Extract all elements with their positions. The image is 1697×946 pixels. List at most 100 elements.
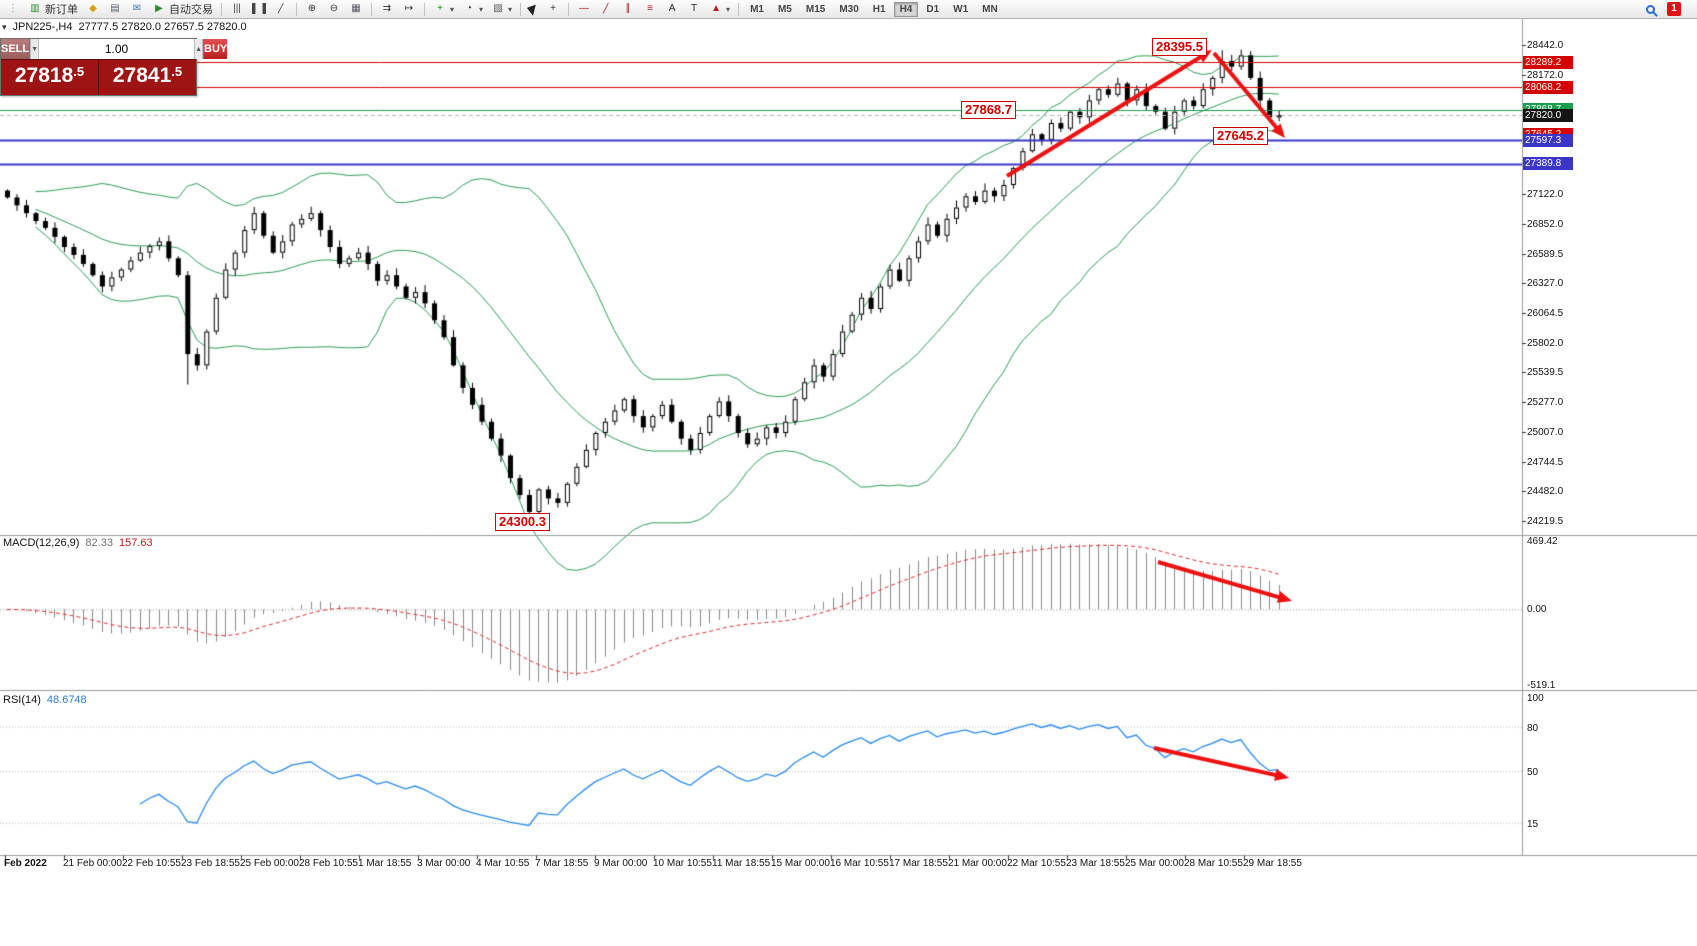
candlestick-chart-button[interactable]: ▌▐	[248, 1, 270, 18]
zoom-in-button[interactable]: ⊕	[301, 1, 323, 18]
toolbar-groups: ⋮ ▥ 新订单 ◆ ▤ ✉ ▶ 自动交易 ||| ▌▐ ╱ ⊕ ⊖ ▦ ⇉ ↦ + ▾ ◔ ▾ ▧ ▾ + — ╱ ∥ ≡ A T ▲ ▾	[2, 0, 734, 18]
cursor-button[interactable]	[525, 1, 542, 18]
toolbar: ⋮ ▥ 新订单 ◆ ▤ ✉ ▶ 自动交易 ||| ▌▐ ╱ ⊕ ⊖ ▦ ⇉ ↦ + ▾ ◔ ▾ ▧ ▾ + — ╱ ∥ ≡ A T ▲ ▾ …	[0, 0, 1697, 19]
search-icon	[1646, 4, 1655, 14]
toolbar-handle: ⋮	[2, 1, 24, 18]
clock-icon: ◔	[465, 3, 473, 14]
line-chart-button[interactable]: ╱	[270, 1, 292, 18]
sell-price[interactable]: 27818 .5	[1, 60, 99, 95]
trade-panel-prices: 27818 .5 27841 .5	[1, 60, 196, 95]
notification-badge[interactable]: 1	[1667, 2, 1681, 16]
crosshair-button[interactable]: +	[542, 1, 564, 18]
line-chart-icon: ╱	[277, 3, 285, 14]
mailbox-button[interactable]: ✉	[126, 1, 148, 18]
toolbar-group: ⊕ ⊖ ▦	[301, 0, 367, 18]
sell-button[interactable]: SELL	[1, 39, 31, 59]
chart-shift-icon: ↦	[404, 3, 414, 14]
toolbar-separator	[371, 2, 372, 16]
timeframe-h1[interactable]: H1	[872, 3, 886, 15]
timeframe-d1[interactable]: D1	[926, 3, 940, 15]
macd-signal-value: 157.63	[118, 537, 153, 549]
print-button[interactable]: ▤	[104, 1, 126, 18]
channel-button[interactable]: ∥	[617, 1, 639, 18]
sell-price-frac: .5	[73, 64, 85, 79]
timeframe-w1[interactable]: W1	[953, 3, 969, 15]
volume-increase-button[interactable]: ▲	[194, 39, 203, 59]
periods-button[interactable]: ◔ ▾	[458, 1, 487, 18]
chevron-down-icon: ▾	[726, 4, 731, 14]
timeframe-mn[interactable]: MN	[982, 3, 998, 15]
horizontal-line-button[interactable]: —	[573, 1, 595, 18]
trade-panel-controls: SELL ▼ ▲ BUY	[1, 39, 228, 60]
timeframe-m1[interactable]: M1	[750, 3, 764, 15]
toolbar-separator	[568, 2, 570, 16]
search-button[interactable]	[1642, 1, 1659, 18]
toolbar-separator	[424, 2, 425, 16]
timeframe-m5[interactable]: M5	[777, 3, 792, 15]
zoom-out-button[interactable]: ⊖	[323, 1, 345, 18]
fibonacci-icon: ≡	[647, 3, 653, 14]
autotrading-button[interactable]: ▶ 自动交易	[148, 1, 217, 18]
auto-scroll-icon: ⇉	[382, 3, 392, 14]
toolbar-group: + ▾ ◔ ▾ ▧ ▾	[429, 0, 516, 18]
toolbar-separator	[738, 2, 740, 16]
trendline-button[interactable]: ╱	[595, 1, 617, 18]
indicators-button[interactable]: + ▾	[429, 1, 458, 18]
rsi-name: RSI(14)	[3, 694, 41, 706]
new-order-button-label: 新订单	[45, 4, 78, 16]
timeframe-m15[interactable]: M15	[805, 3, 826, 15]
drag-handle-icon: ⋮	[8, 3, 18, 14]
cursor-icon	[526, 2, 541, 16]
rsi-label: RSI(14) 48.6748	[3, 694, 87, 706]
macd-value: 82.33	[85, 537, 113, 549]
volume-decrease-button[interactable]: ▼	[30, 39, 40, 59]
text-button[interactable]: A	[661, 1, 683, 18]
label-button[interactable]: T	[683, 1, 705, 18]
toolbar-separator	[296, 2, 297, 16]
zoom-in-icon: ⊕	[307, 3, 317, 14]
chart-shift-button[interactable]: ↦	[398, 1, 420, 18]
volume-input[interactable]	[39, 39, 195, 59]
shapes-button[interactable]: ▲ ▾	[705, 1, 734, 18]
bar-chart-icon: |||	[233, 3, 241, 14]
sell-price-main: 27818	[14, 64, 74, 87]
chevron-down-icon: ▾	[479, 4, 484, 14]
timeframe-h4[interactable]: H4	[893, 1, 919, 17]
crosshair-icon: +	[550, 3, 556, 14]
fibonacci-button[interactable]: ≡	[639, 1, 661, 18]
macd-label: MACD(12,26,9) 82.33 157.63	[3, 537, 153, 549]
toolbar-group: ||| ▌▐ ╱	[226, 0, 292, 18]
toolbar-separator	[520, 2, 522, 16]
buy-price[interactable]: 27841 .5	[99, 60, 196, 95]
toolbar-group: ⋮ ▥ 新订单 ◆ ▤ ✉ ▶ 自动交易	[2, 0, 217, 18]
new-order-button[interactable]: ▥ 新订单	[24, 1, 82, 18]
toolbar-group: +	[525, 0, 564, 18]
toolbar-group: ⇉ ↦	[376, 0, 420, 18]
templates-button[interactable]: ▧ ▾	[487, 1, 516, 18]
auto-scroll-button[interactable]: ⇉	[376, 1, 398, 18]
template-icon: ▧	[493, 3, 503, 14]
chevron-down-icon[interactable]: ▾	[2, 21, 7, 32]
tile-windows-button[interactable]: ▦	[345, 1, 367, 18]
shapes-icon: ▲	[711, 3, 721, 14]
chevron-down-icon: ▾	[508, 4, 513, 14]
label-icon: T	[690, 3, 698, 14]
symbol-period-label: JPN225-,H4	[12, 21, 73, 33]
play-icon: ▶	[155, 3, 163, 14]
autotrading-button-label: 自动交易	[169, 4, 213, 16]
new-order-icon: ▥	[30, 3, 40, 14]
toolbar-separator	[221, 2, 222, 16]
add-indicator-icon: +	[437, 3, 443, 14]
zoom-out-icon: ⊖	[329, 3, 339, 14]
toolbar-right: 1	[1642, 1, 1681, 18]
buy-button[interactable]: BUY	[203, 39, 228, 59]
timeframe-m30[interactable]: M30	[839, 3, 859, 15]
trendline-icon: ╱	[603, 3, 610, 14]
bar-chart-button[interactable]: |||	[226, 1, 248, 18]
print-icon: ▤	[110, 3, 120, 14]
horizontal-line-icon: —	[579, 3, 590, 14]
metaeditor-button[interactable]: ◆	[82, 1, 104, 18]
buy-price-main: 27841	[112, 64, 172, 87]
